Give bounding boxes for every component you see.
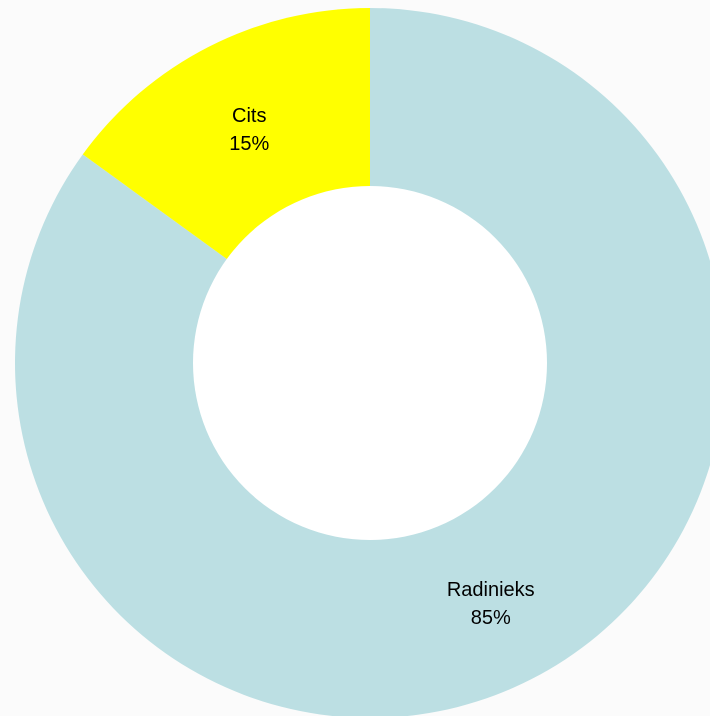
slice-category-label: Radinieks [447, 579, 535, 601]
slice-value-label: 85% [471, 607, 511, 629]
slice-label-cits: Cits 15% [229, 105, 269, 155]
labels-layer: Radinieks 85% Cits 15% [229, 105, 534, 629]
donut-hole [193, 186, 547, 540]
slice-value-label: 15% [229, 133, 269, 155]
slice-category-label: Cits [232, 105, 266, 127]
slice-label-radinieks: Radinieks 85% [447, 579, 535, 629]
